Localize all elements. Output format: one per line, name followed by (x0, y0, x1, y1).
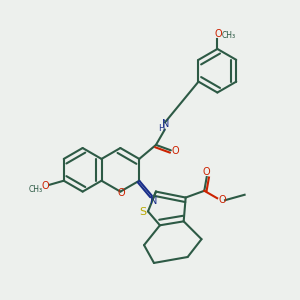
Text: CH₃: CH₃ (221, 31, 235, 40)
Text: O: O (172, 146, 180, 156)
Text: O: O (203, 167, 211, 177)
Text: O: O (218, 195, 226, 205)
Text: H: H (158, 124, 164, 133)
Text: N: N (150, 196, 158, 206)
Text: O: O (41, 181, 49, 191)
Text: S: S (140, 207, 147, 218)
Text: O: O (214, 29, 222, 39)
Text: O: O (118, 188, 125, 198)
Text: CH₃: CH₃ (29, 185, 43, 194)
Text: N: N (162, 118, 169, 128)
